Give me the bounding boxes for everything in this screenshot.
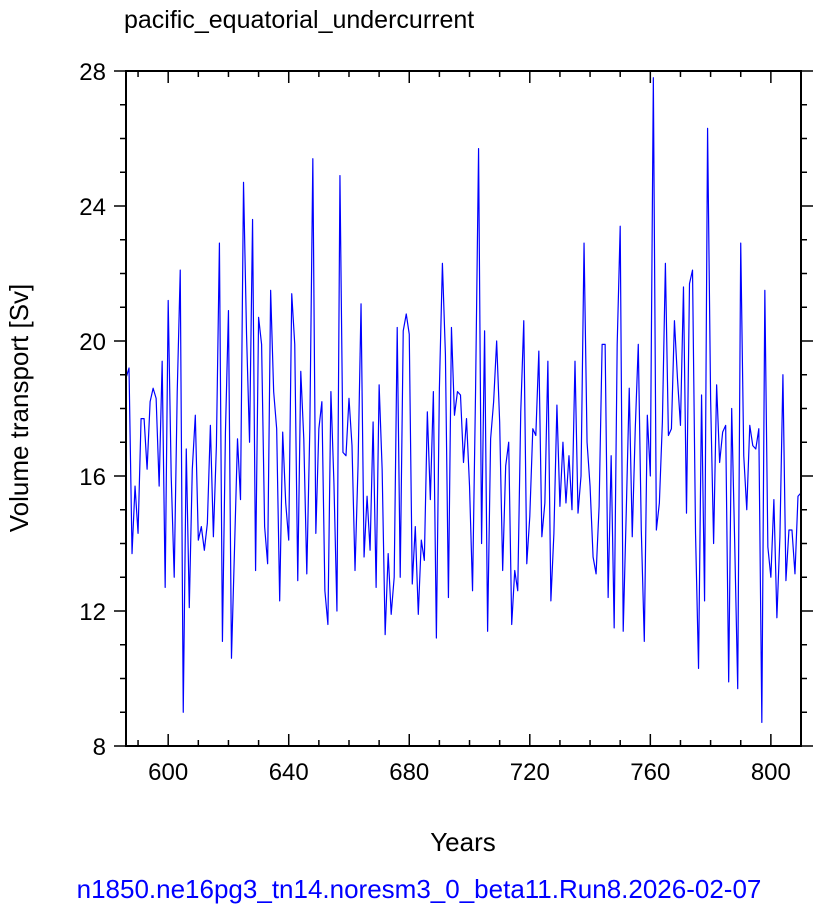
y-tick-label: 12 [79, 599, 106, 626]
x-tick-label: 640 [269, 759, 309, 786]
x-axis-title: Years [430, 827, 496, 857]
run-caption: n1850.ne16pg3_tn14.noresm3_0_beta11.Run8… [77, 874, 762, 904]
y-tick-label: 8 [93, 734, 106, 761]
chart-title: pacific_equatorial_undercurrent [124, 6, 474, 34]
y-tick-label: 16 [79, 464, 106, 491]
x-tick-label: 720 [510, 759, 550, 786]
x-tick-label: 600 [148, 759, 188, 786]
x-tick-label: 800 [751, 759, 791, 786]
x-tick-label: 760 [630, 759, 670, 786]
y-axis-title: Volume transport [Sv] [4, 284, 34, 533]
y-tick-label: 24 [79, 194, 106, 221]
y-tick-label: 20 [79, 329, 106, 356]
series-line [125, 77, 802, 723]
x-tick-label: 680 [389, 759, 429, 786]
y-tick-label: 28 [79, 59, 106, 86]
plot-frame [125, 70, 802, 747]
